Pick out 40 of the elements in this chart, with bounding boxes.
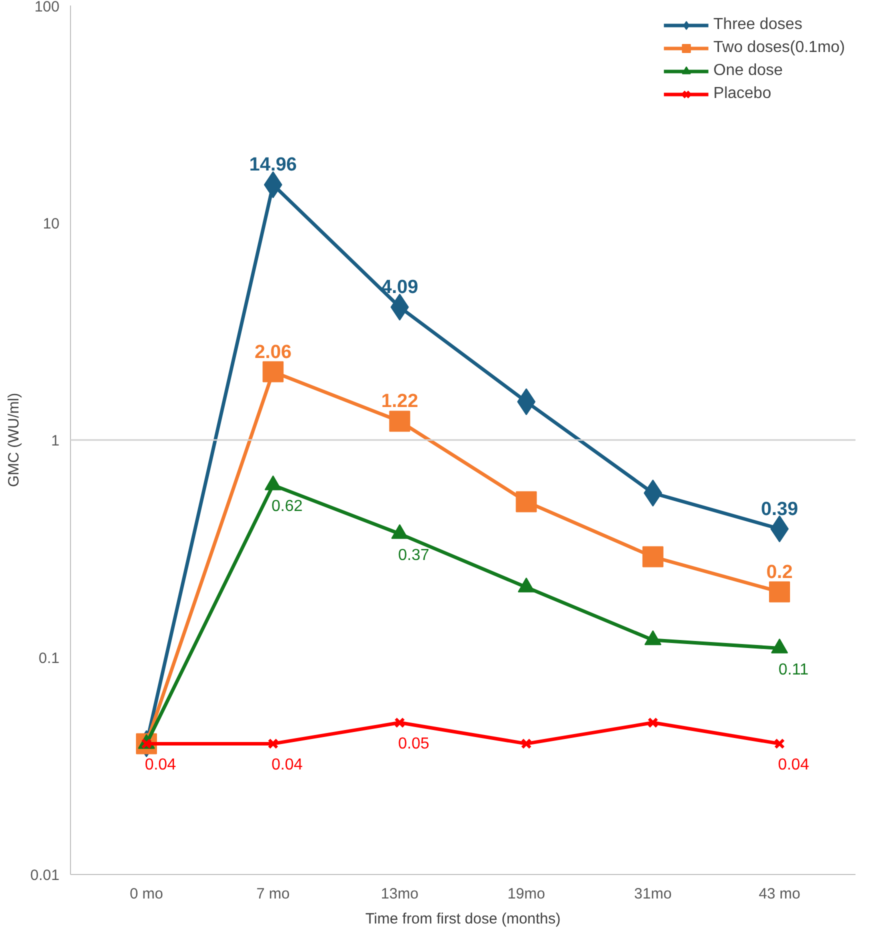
data-label: 1.22 bbox=[381, 391, 418, 412]
y-tick-label: 0.01 bbox=[30, 867, 60, 884]
legend-label: Three doses bbox=[713, 16, 802, 34]
x-axis-title: Time from first dose (months) bbox=[365, 910, 561, 928]
y-tick-label: 100 bbox=[34, 0, 60, 16]
data-label: 0.04 bbox=[272, 756, 303, 774]
y-tick-label: 1 bbox=[51, 432, 60, 450]
data-label: 0.04 bbox=[144, 756, 176, 774]
y-tick-label: 10 bbox=[42, 215, 60, 232]
point bbox=[394, 717, 406, 728]
data-label: 0.05 bbox=[398, 736, 430, 753]
legend-label: Placebo bbox=[713, 85, 772, 103]
x-tick-label: 7 mo bbox=[256, 886, 290, 902]
point bbox=[268, 738, 278, 750]
y-axis-title: GMC (WU/ml) bbox=[5, 392, 22, 488]
point bbox=[648, 717, 658, 728]
legend-label: Two doses(0.1mo) bbox=[713, 39, 845, 57]
data-label: 0.37 bbox=[398, 546, 430, 564]
data-label: 0.62 bbox=[272, 498, 303, 516]
legend-label: One dose bbox=[713, 62, 783, 80]
data-label: 14.96 bbox=[249, 154, 297, 176]
x-tick-label: 13mo bbox=[380, 886, 418, 902]
point bbox=[774, 738, 785, 750]
x-tick-label: 31mo bbox=[634, 886, 672, 902]
point bbox=[769, 581, 790, 602]
point bbox=[389, 410, 410, 432]
point bbox=[520, 738, 532, 750]
point bbox=[516, 491, 537, 512]
point bbox=[642, 546, 664, 568]
y-tick-label: 0.1 bbox=[38, 650, 60, 667]
data-label: 0.04 bbox=[778, 756, 810, 774]
x-tick-label: 19mo bbox=[508, 886, 546, 902]
x-tick-label: 0 mo bbox=[130, 886, 164, 902]
data-label: 4.09 bbox=[381, 277, 418, 298]
point bbox=[262, 361, 284, 382]
data-label: 0.11 bbox=[778, 661, 809, 678]
data-label: 0.39 bbox=[761, 498, 798, 520]
x-tick-label: 43 mo bbox=[758, 886, 800, 902]
data-label: 0.2 bbox=[766, 562, 793, 583]
data-label: 2.06 bbox=[254, 342, 292, 363]
